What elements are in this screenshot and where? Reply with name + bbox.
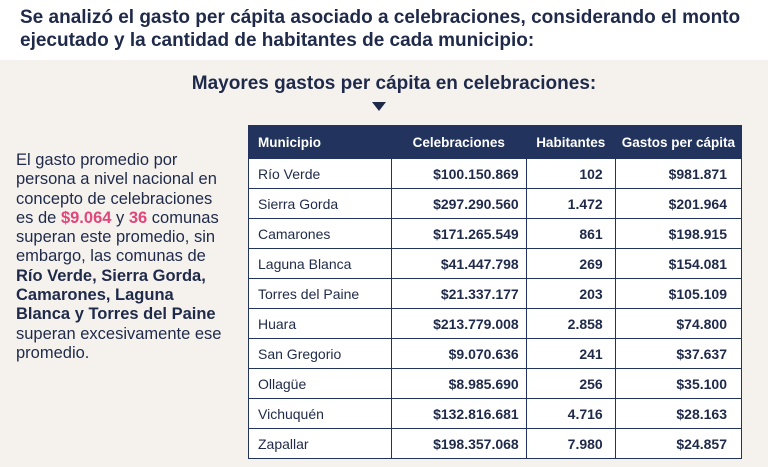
cell-habitantes: 7.980: [525, 428, 616, 459]
cell-celebraciones: $9.070.636: [390, 338, 527, 369]
cell-celebraciones: $132.816.681: [390, 398, 527, 429]
cell-gasto-per-capita: $24.857: [614, 428, 743, 459]
summary-text-3: comunas superan este promedio, sin embar…: [16, 208, 219, 266]
cell-habitantes: 256: [525, 368, 616, 399]
cell-municipio: Sierra Gorda: [248, 188, 392, 219]
cell-municipio: Vichuquén: [248, 398, 392, 429]
table-row: Torres del Paine $21.337.177 203 $105.10…: [248, 278, 743, 309]
cell-municipio: Zapallar: [248, 428, 392, 459]
cell-habitantes: 102: [525, 158, 616, 189]
page-headline: Se analizó el gasto per cápita asociado …: [20, 7, 741, 51]
summary-text-1: El gasto promedio por persona a nivel na…: [16, 151, 217, 227]
cell-habitantes: 2.858: [525, 308, 616, 339]
col-header-habitantes: Habitantes: [525, 125, 616, 159]
highlighted-communes: Río Verde, Sierra Gorda, Camarones, Lagu…: [16, 266, 216, 324]
cell-municipio: Camarones: [248, 218, 392, 249]
summary-text-2: y: [111, 208, 129, 227]
cell-gasto-per-capita: $105.109: [614, 278, 743, 309]
table-row: Río Verde $100.150.869 102 $981.871: [248, 158, 743, 189]
cell-celebraciones: $100.150.869: [390, 158, 527, 189]
summary-paragraph: El gasto promedio por persona a nivel na…: [16, 151, 228, 363]
table-header-row: Municipio Celebraciones Habitantes Gasto…: [248, 125, 743, 159]
table-row: Vichuquén $132.816.681 4.716 $28.163: [248, 398, 743, 429]
cell-municipio: Río Verde: [248, 158, 392, 189]
cell-habitantes: 203: [525, 278, 616, 309]
col-header-gastos: Gastos per cápita: [614, 125, 743, 159]
cell-gasto-per-capita: $154.081: [614, 248, 743, 279]
cell-gasto-per-capita: $74.800: [614, 308, 743, 339]
cell-gasto-per-capita: $201.964: [614, 188, 743, 219]
cell-celebraciones: $21.337.177: [390, 278, 527, 309]
col-header-celebraciones: Celebraciones: [390, 125, 527, 159]
cell-habitantes: 269: [525, 248, 616, 279]
down-arrow-icon: [372, 102, 386, 111]
cell-celebraciones: $198.357.068: [390, 428, 527, 459]
table-row: Ollagüe $8.985.690 256 $35.100: [248, 368, 743, 399]
table-row: San Gregorio $9.070.636 241 $37.637: [248, 338, 743, 369]
communes-count: 36: [128, 208, 148, 227]
cell-habitantes: 1.472: [525, 188, 616, 219]
cell-gasto-per-capita: $198.915: [614, 218, 743, 249]
table-row: Laguna Blanca $41.447.798 269 $154.081: [248, 248, 743, 279]
cell-gasto-per-capita: $35.100: [614, 368, 743, 399]
cell-municipio: Torres del Paine: [248, 278, 392, 309]
col-header-municipio: Municipio: [248, 125, 392, 159]
cell-habitantes: 241: [525, 338, 616, 369]
header-band: [0, 0, 768, 60]
cell-celebraciones: $297.290.560: [390, 188, 527, 219]
section-subtitle: Mayores gastos per cápita en celebracion…: [191, 73, 597, 94]
cell-celebraciones: $41.447.798: [390, 248, 527, 279]
cell-habitantes: 861: [525, 218, 616, 249]
cell-celebraciones: $8.985.690: [390, 368, 527, 399]
cell-habitantes: 4.716: [525, 398, 616, 429]
cell-celebraciones: $171.265.549: [390, 218, 527, 249]
table-row: Zapallar $198.357.068 7.980 $24.857: [248, 428, 743, 459]
cell-celebraciones: $213.779.008: [390, 308, 527, 339]
table-row: Huara $213.779.008 2.858 $74.800: [248, 308, 743, 339]
average-value: $9.064: [60, 208, 112, 227]
cell-municipio: Laguna Blanca: [248, 248, 392, 279]
cell-municipio: San Gregorio: [248, 338, 392, 369]
table-row: Camarones $171.265.549 861 $198.915: [248, 218, 743, 249]
table-row: Sierra Gorda $297.290.560 1.472 $201.964: [248, 188, 743, 219]
summary-text-4: superan excesivamente ese promedio.: [16, 324, 222, 362]
cell-gasto-per-capita: $981.871: [614, 158, 743, 189]
per-capita-table: Municipio Celebraciones Habitantes Gasto…: [248, 125, 743, 459]
cell-gasto-per-capita: $37.637: [614, 338, 743, 369]
cell-municipio: Ollagüe: [248, 368, 392, 399]
cell-gasto-per-capita: $28.163: [614, 398, 743, 429]
cell-municipio: Huara: [248, 308, 392, 339]
